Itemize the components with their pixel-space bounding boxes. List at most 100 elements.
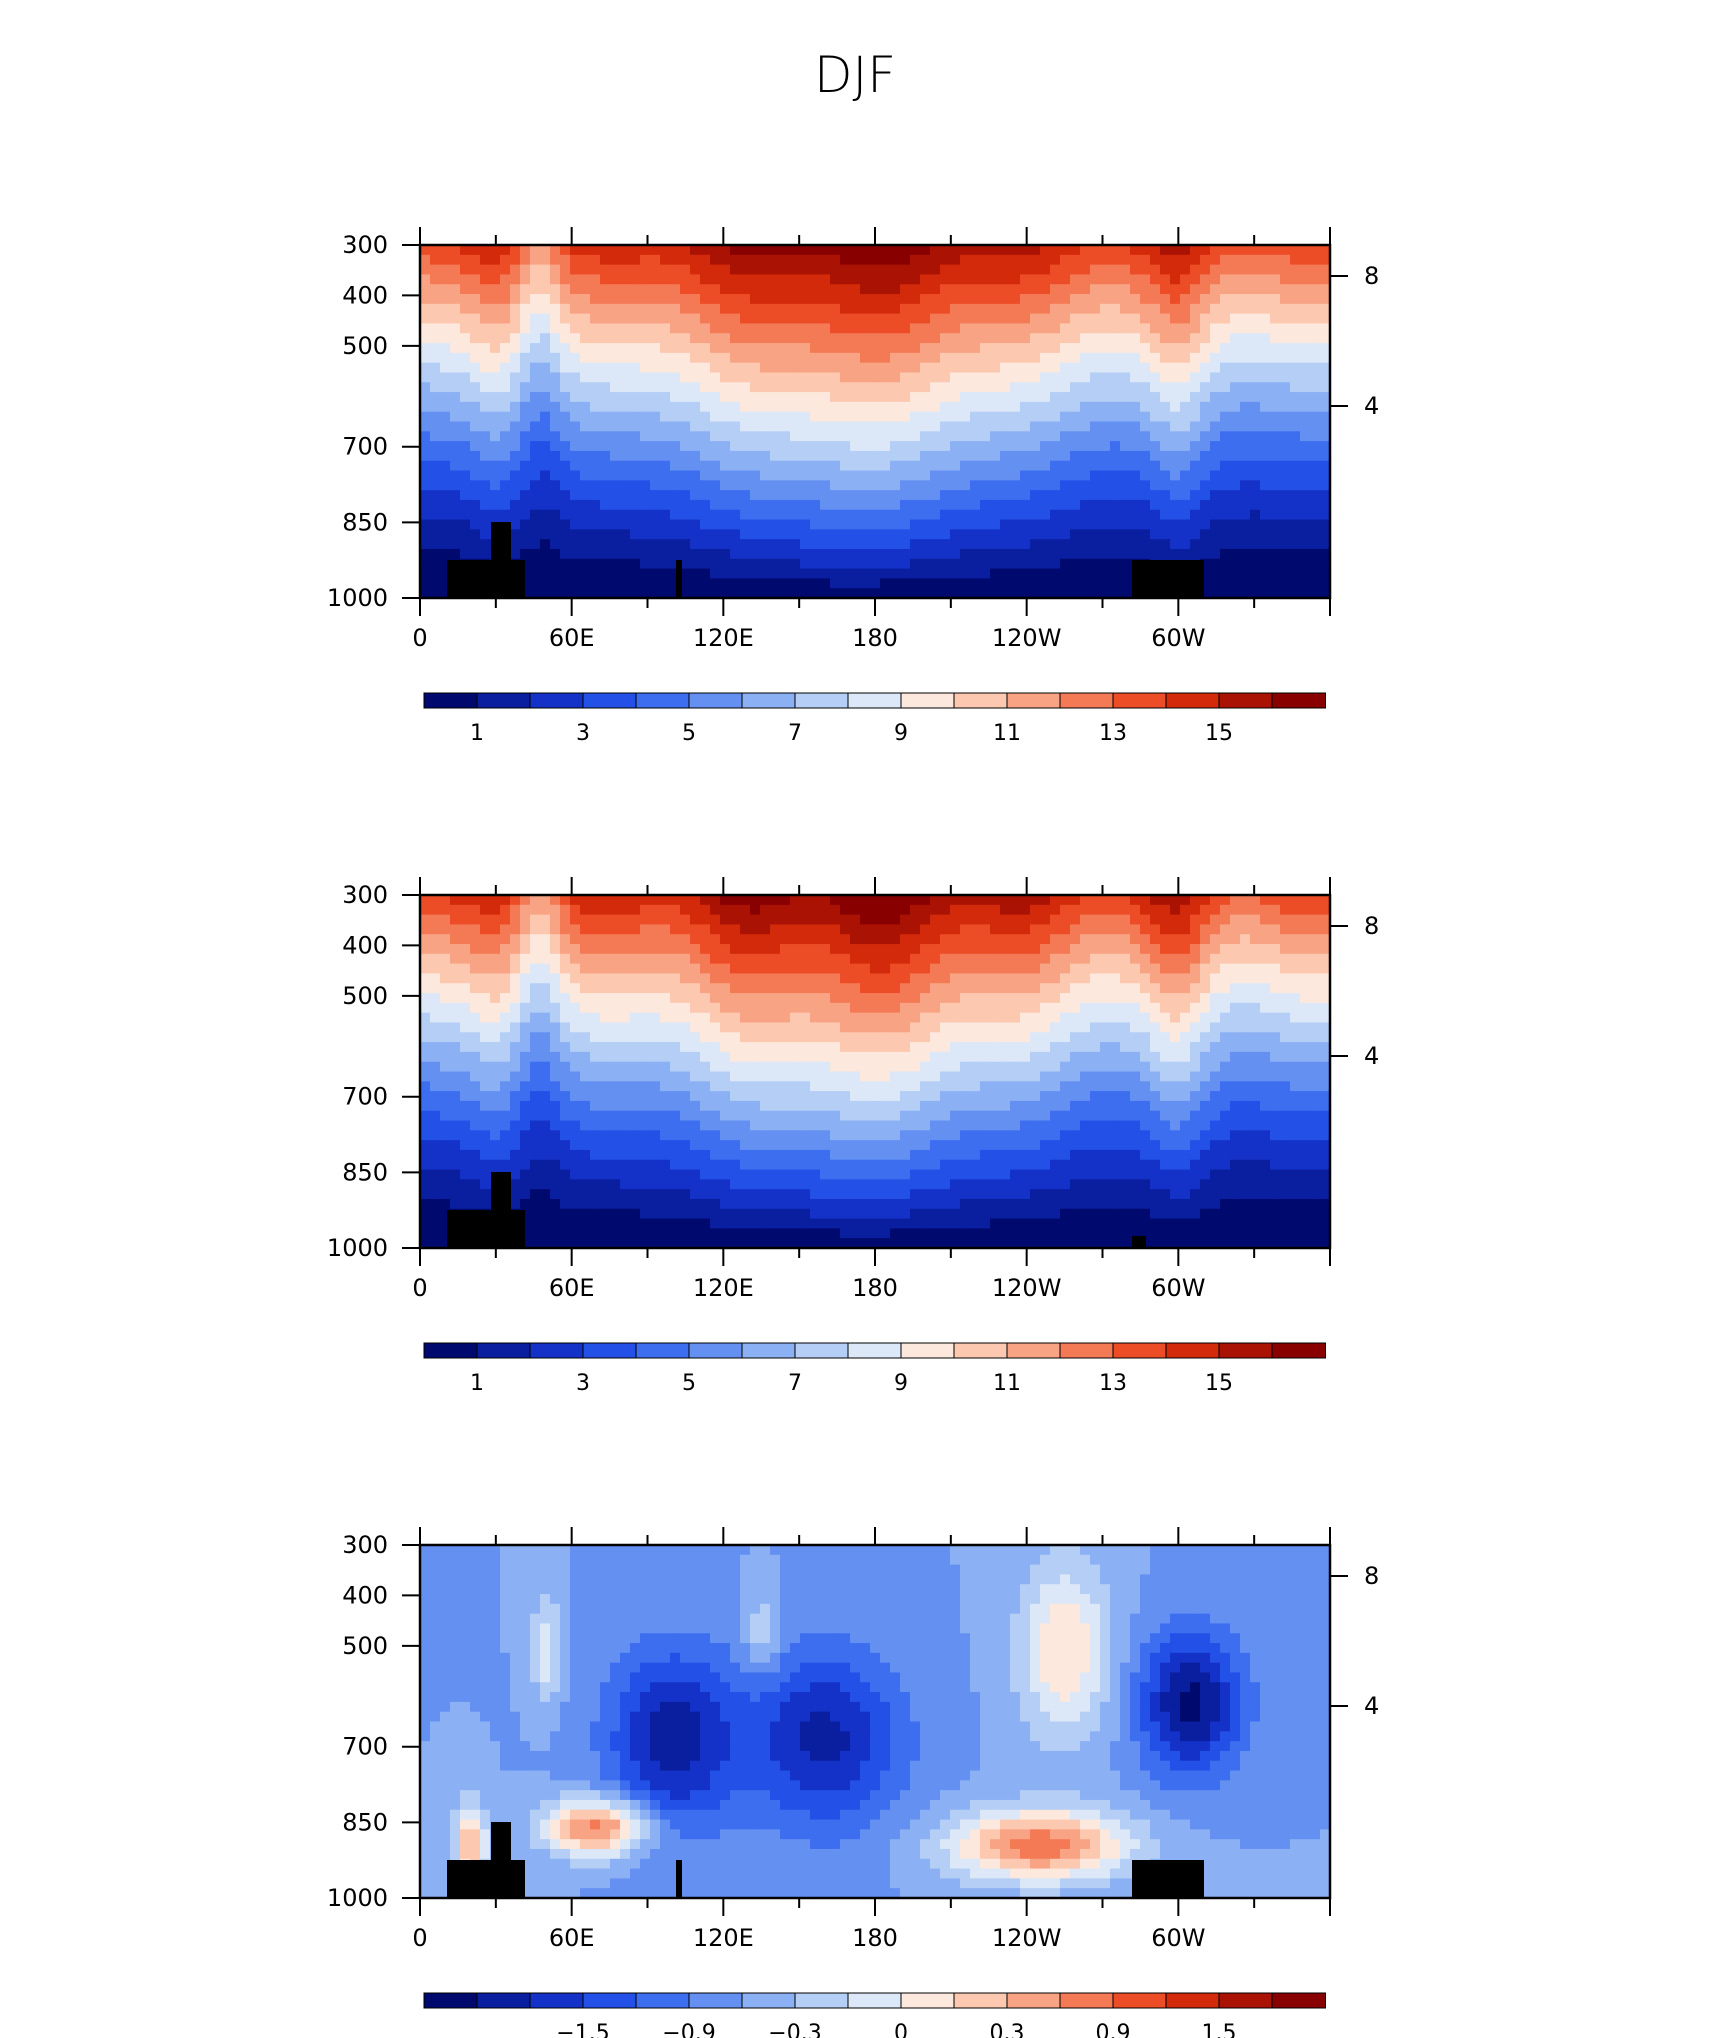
field-cell xyxy=(720,245,731,256)
field-cell xyxy=(580,480,591,491)
field-cell xyxy=(1290,490,1301,501)
field-cell xyxy=(540,529,551,540)
field-cell xyxy=(1170,548,1181,560)
field-cell xyxy=(860,924,871,935)
field-cell xyxy=(1130,1051,1141,1063)
field-cell xyxy=(940,392,951,403)
field-cell xyxy=(1180,362,1191,374)
field-cell xyxy=(840,519,851,530)
field-cell xyxy=(1000,1022,1011,1033)
field-cell xyxy=(1250,904,1261,916)
field-cell xyxy=(1020,254,1031,266)
field-cell xyxy=(620,480,631,491)
field-cell xyxy=(1190,490,1201,501)
field-cell xyxy=(950,973,961,984)
field-cell xyxy=(440,450,451,462)
field-cell xyxy=(870,1051,881,1063)
field-cell xyxy=(820,401,831,413)
field-cell xyxy=(600,934,611,945)
field-cell xyxy=(1060,539,1071,550)
field-cell xyxy=(1160,264,1171,276)
field-cell xyxy=(1290,480,1301,491)
field-cell xyxy=(790,1022,801,1033)
field-cell xyxy=(500,450,511,462)
field-cell xyxy=(440,548,451,560)
field-cell xyxy=(940,372,951,383)
field-cell xyxy=(500,973,511,984)
field-cell xyxy=(530,362,541,374)
field-cell xyxy=(1100,362,1111,374)
field-cell xyxy=(1240,588,1251,599)
field-cell xyxy=(1050,323,1061,334)
field-cell xyxy=(710,284,721,295)
field-cell xyxy=(1020,303,1031,315)
field-cell xyxy=(700,895,711,906)
field-cell xyxy=(1100,411,1111,423)
field-cell xyxy=(610,343,621,354)
field-cell xyxy=(610,934,621,945)
field-cell xyxy=(520,431,531,442)
field-cell xyxy=(1110,362,1121,374)
field-cell xyxy=(1310,963,1321,975)
field-cell xyxy=(530,1061,541,1073)
field-cell xyxy=(830,944,841,955)
field-cell xyxy=(1120,450,1131,462)
field-cell xyxy=(720,372,731,383)
field-cell xyxy=(1050,294,1061,305)
field-cell xyxy=(900,382,911,393)
field-cell xyxy=(620,983,631,994)
field-cell xyxy=(880,490,891,501)
field-cell xyxy=(650,382,661,393)
field-cell xyxy=(670,480,681,491)
field-cell xyxy=(1050,1022,1061,1033)
field-cell xyxy=(580,973,591,984)
field-cell xyxy=(1280,963,1291,975)
field-cell xyxy=(980,382,991,393)
field-cell xyxy=(440,914,451,926)
field-cell xyxy=(560,470,571,481)
field-cell xyxy=(1130,333,1141,344)
field-cell xyxy=(1230,953,1241,965)
field-cell xyxy=(530,934,541,945)
field-cell xyxy=(750,411,761,423)
field-cell xyxy=(720,1022,731,1033)
field-cell xyxy=(870,548,881,560)
field-cell xyxy=(1240,421,1251,432)
field-cell xyxy=(950,480,961,491)
field-cell xyxy=(1250,372,1261,383)
field-cell xyxy=(1320,284,1331,295)
field-cell xyxy=(850,274,861,285)
field-cell xyxy=(1230,963,1241,975)
field-cell xyxy=(1020,333,1031,344)
field-cell xyxy=(1010,904,1021,916)
field-cell xyxy=(740,313,751,325)
field-cell xyxy=(430,411,441,423)
field-cell xyxy=(1070,401,1081,413)
field-cell xyxy=(980,1051,991,1063)
field-cell xyxy=(640,421,651,432)
field-cell xyxy=(1240,1032,1251,1043)
field-cell xyxy=(430,284,441,295)
field-cell xyxy=(1220,1012,1231,1024)
field-cell xyxy=(750,333,761,344)
field-cell xyxy=(630,470,641,481)
field-cell xyxy=(680,519,691,530)
field-cell xyxy=(1070,914,1081,926)
field-cell xyxy=(1260,1032,1271,1043)
field-cell xyxy=(1300,294,1311,305)
field-cell xyxy=(870,490,881,501)
field-cell xyxy=(1180,264,1191,276)
field-cell xyxy=(1230,441,1241,452)
field-cell xyxy=(980,460,991,472)
field-cell xyxy=(1090,392,1101,403)
field-cell xyxy=(970,993,981,1004)
field-cell xyxy=(680,313,691,325)
field-cell xyxy=(560,548,571,560)
field-cell xyxy=(450,352,461,364)
field-cell xyxy=(680,934,691,945)
field-cell xyxy=(450,372,461,383)
field-cell xyxy=(510,333,521,344)
field-cell xyxy=(900,509,911,521)
field-cell xyxy=(1310,568,1321,579)
field-cell xyxy=(1110,1051,1121,1063)
